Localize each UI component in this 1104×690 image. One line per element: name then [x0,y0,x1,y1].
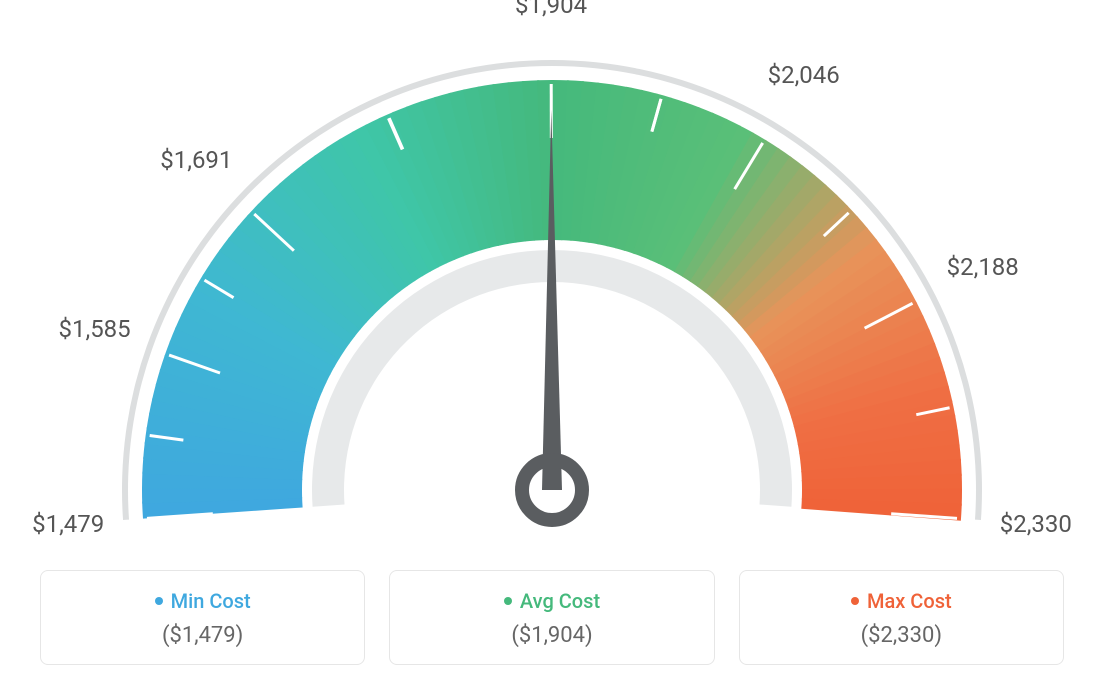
avg-cost-label: Avg Cost [520,589,600,613]
avg-cost-title: Avg Cost [400,589,703,613]
max-cost-value: ($2,330) [750,623,1053,648]
min-cost-title: Min Cost [51,589,354,613]
max-cost-label: Max Cost [867,589,952,613]
gauge-tick-label: $1,691 [160,146,232,174]
max-cost-card: Max Cost ($2,330) [739,570,1064,665]
min-cost-value: ($1,479) [51,623,354,648]
gauge-tick-label: $1,904 [515,0,587,19]
gauge-tick-label: $2,046 [768,61,840,89]
avg-cost-card: Avg Cost ($1,904) [389,570,714,665]
avg-cost-value: ($1,904) [400,623,703,648]
max-cost-title: Max Cost [750,589,1053,613]
cost-cards: Min Cost ($1,479) Avg Cost ($1,904) Max … [0,570,1104,665]
gauge-chart: $1,479 $1,585 $1,691 $1,904 $2,046 $2,188 $2,3… [0,0,1104,560]
min-cost-card: Min Cost ($1,479) [40,570,365,665]
gauge-tick-label: $1,479 [32,510,104,538]
gauge-svg [0,0,1104,560]
max-dot-icon [851,597,859,605]
min-dot-icon [155,597,163,605]
gauge-tick-label: $1,585 [58,315,130,343]
gauge-tick-label: $2,330 [1000,510,1072,538]
gauge-tick-label: $2,188 [947,253,1019,281]
min-cost-label: Min Cost [171,589,251,613]
avg-dot-icon [504,597,512,605]
